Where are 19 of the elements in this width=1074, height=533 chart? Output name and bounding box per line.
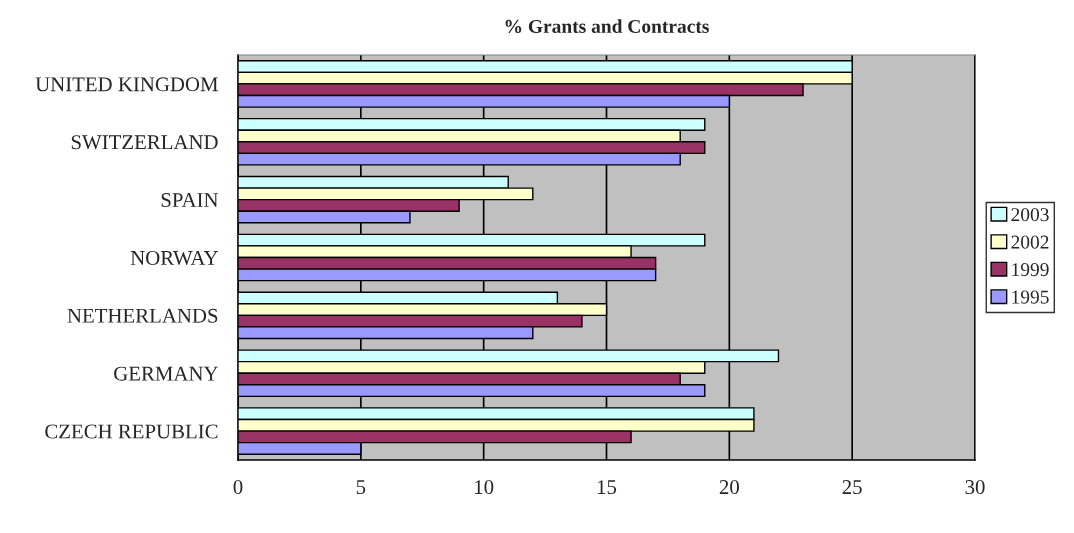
legend-label: 2002	[1011, 235, 1049, 249]
x-tick-label: 15	[597, 480, 617, 495]
x-tick-label: 0	[233, 480, 243, 495]
legend-label: 1995	[1012, 290, 1049, 304]
x-tick-label: 10	[475, 480, 494, 495]
chart-title: % Grants and Contracts	[505, 19, 709, 34]
legend-label: 1999	[1012, 263, 1049, 277]
y-tick-label: SPAIN	[161, 193, 219, 208]
x-tick-label: 30	[965, 480, 985, 495]
y-tick-label: NETHERLANDS	[67, 308, 218, 323]
y-tick-label: SWITZERLAND	[71, 135, 218, 150]
x-tick-label: 20	[719, 480, 739, 495]
x-tick-label: 25	[842, 480, 862, 495]
y-tick-label: UNITED KINGDOM	[35, 77, 218, 92]
y-tick-label: NORWAY	[130, 250, 219, 266]
y-tick-label: GERMANY	[114, 366, 219, 381]
legend-label: 2003	[1011, 208, 1049, 222]
x-tick-label: 5	[356, 480, 366, 495]
y-tick-label: CZECH REPUBLIC	[45, 424, 218, 439]
